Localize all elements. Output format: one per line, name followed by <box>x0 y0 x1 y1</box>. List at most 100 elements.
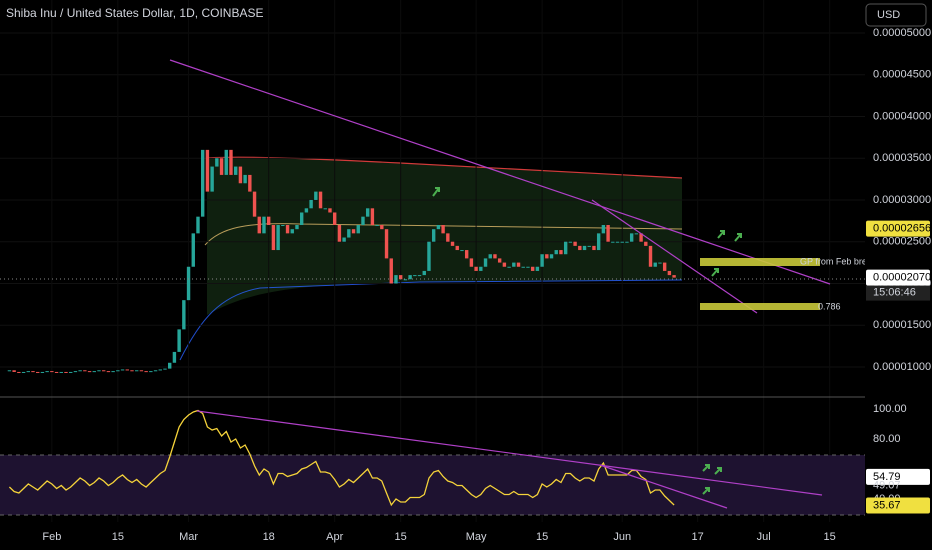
chart-title: Shiba Inu / United States Dollar, 1D, CO… <box>6 6 263 20</box>
candle <box>455 245 459 251</box>
candle <box>370 208 375 226</box>
candle <box>73 371 78 373</box>
candle <box>50 371 54 373</box>
candle <box>299 212 304 226</box>
candle <box>92 371 96 373</box>
rsi-band <box>0 455 865 515</box>
candle <box>413 275 417 277</box>
candle <box>102 370 106 372</box>
candle <box>446 233 450 242</box>
candle <box>120 369 125 371</box>
currency[interactable]: USD <box>877 9 900 21</box>
candle <box>318 191 323 209</box>
candle <box>276 225 280 251</box>
candle <box>323 208 327 210</box>
candle <box>347 229 351 238</box>
candle <box>398 275 403 280</box>
candle <box>21 371 26 373</box>
zone-box <box>700 303 820 310</box>
candle <box>172 351 177 363</box>
value-label: 54.79 <box>873 471 901 483</box>
candle <box>314 191 318 200</box>
candle <box>644 241 648 246</box>
candle <box>271 225 276 251</box>
y-tick-label: 0.00005000 <box>873 27 931 39</box>
candle <box>135 370 139 372</box>
candle <box>431 229 436 242</box>
candle <box>215 158 219 167</box>
x-tick-label: 18 <box>263 531 275 543</box>
candle <box>200 149 205 217</box>
candle <box>168 362 172 369</box>
candle <box>526 266 530 268</box>
candle <box>474 266 478 271</box>
candle <box>464 250 469 259</box>
candle <box>625 241 629 243</box>
candle <box>578 245 582 251</box>
candle <box>224 149 228 175</box>
y2-tick-label: 100.00 <box>873 403 907 415</box>
candle <box>332 212 337 226</box>
candle <box>582 245 587 251</box>
y-tick-label: 0.00002500 <box>873 236 931 248</box>
candle <box>177 329 181 352</box>
candle <box>158 369 162 371</box>
candle <box>596 233 601 251</box>
candle <box>182 300 186 330</box>
candle <box>563 241 568 255</box>
countdown-box <box>866 285 930 301</box>
x-tick-label: Jul <box>757 531 771 543</box>
y-tick-label: 0.00004500 <box>873 69 931 81</box>
candle <box>384 229 389 259</box>
candle <box>59 371 63 373</box>
value-label: 35.67 <box>873 499 901 511</box>
x-tick-label: May <box>466 531 487 543</box>
x-tick-label: 15 <box>112 531 124 543</box>
candle <box>620 241 624 243</box>
currency-button[interactable] <box>865 3 927 27</box>
candle <box>337 225 342 242</box>
countdown: 15:06:46 <box>873 287 916 299</box>
candle <box>139 370 144 372</box>
candle <box>54 371 59 373</box>
candle <box>629 233 634 242</box>
candle <box>469 258 474 267</box>
candle <box>262 216 266 234</box>
candle <box>328 208 332 213</box>
y-tick-label: 0.00001000 <box>873 361 931 373</box>
candle <box>252 191 257 217</box>
candle <box>672 275 676 278</box>
arrows <box>432 187 742 495</box>
value-label: 0.00002070 <box>873 272 931 284</box>
candle <box>615 241 620 243</box>
y-tick-label: 0.00003000 <box>873 194 931 206</box>
annotation: GP from Feb break <box>800 256 877 266</box>
candle <box>427 241 431 271</box>
candle <box>116 370 120 372</box>
candle <box>380 225 384 230</box>
candle <box>361 216 365 226</box>
candle <box>545 254 549 259</box>
annotation: 0.786 <box>818 301 841 311</box>
candle <box>309 199 313 209</box>
candle <box>502 262 507 267</box>
candle <box>667 270 672 276</box>
x-tick-label: 15 <box>395 531 407 543</box>
candle <box>248 174 252 192</box>
candle <box>191 233 195 267</box>
candle <box>460 250 464 252</box>
candle <box>304 208 309 213</box>
candle <box>45 371 49 373</box>
rsi-line <box>8 409 675 507</box>
x-tick-label: Apr <box>326 531 343 543</box>
trendline <box>591 199 758 314</box>
candle <box>12 370 16 372</box>
candle <box>493 254 497 259</box>
trendline <box>169 59 831 285</box>
candle <box>83 370 87 372</box>
y2-tick-label: 80.00 <box>873 433 901 445</box>
candle <box>587 245 591 247</box>
candle <box>130 370 134 372</box>
x-tick-label: 17 <box>692 531 704 543</box>
candle <box>507 266 511 268</box>
